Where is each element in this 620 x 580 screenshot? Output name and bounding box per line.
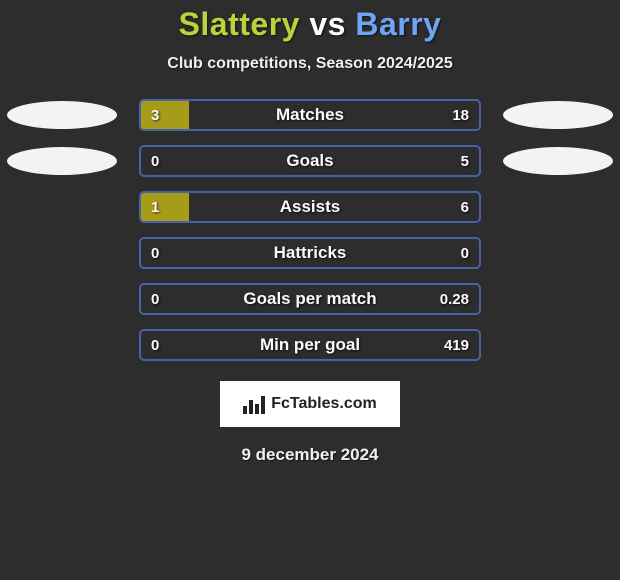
stat-row: 0Goals per match0.28 <box>0 283 620 315</box>
stat-value-right: 0.28 <box>440 285 469 313</box>
team-logo-right <box>503 147 613 175</box>
team-logo-right <box>503 101 613 129</box>
stat-value-right: 6 <box>461 193 469 221</box>
stat-bar: 0Goals per match0.28 <box>139 283 481 315</box>
stats-list: 3Matches180Goals51Assists60Hattricks00Go… <box>0 99 620 361</box>
stat-value-right: 419 <box>444 331 469 359</box>
stat-bar: 0Hattricks0 <box>139 237 481 269</box>
stat-bar: 0Min per goal419 <box>139 329 481 361</box>
stat-bar: 1Assists6 <box>139 191 481 223</box>
stat-row: 0Goals5 <box>0 145 620 177</box>
title-player1: Slattery <box>179 6 300 42</box>
page-title: Slattery vs Barry <box>0 6 620 43</box>
source-badge: FcTables.com <box>220 381 400 427</box>
stat-value-right: 18 <box>452 101 469 129</box>
stat-row: 1Assists6 <box>0 191 620 223</box>
stat-bar: 0Goals5 <box>139 145 481 177</box>
stat-label: Min per goal <box>141 331 479 359</box>
comparison-infographic: Slattery vs Barry Club competitions, Sea… <box>0 0 620 580</box>
stat-label: Goals per match <box>141 285 479 313</box>
subtitle: Club competitions, Season 2024/2025 <box>0 55 620 73</box>
stat-row: 3Matches18 <box>0 99 620 131</box>
stat-bar: 3Matches18 <box>139 99 481 131</box>
stat-label: Goals <box>141 147 479 175</box>
stat-row: 0Hattricks0 <box>0 237 620 269</box>
stat-value-right: 5 <box>461 147 469 175</box>
stat-label: Assists <box>141 193 479 221</box>
stat-row: 0Min per goal419 <box>0 329 620 361</box>
team-logo-left <box>7 147 117 175</box>
title-vs: vs <box>309 6 346 42</box>
team-logo-left <box>7 101 117 129</box>
title-player2: Barry <box>355 6 441 42</box>
source-badge-text: FcTables.com <box>271 395 377 413</box>
chart-icon <box>243 394 265 414</box>
stat-label: Matches <box>141 101 479 129</box>
stat-value-right: 0 <box>461 239 469 267</box>
date: 9 december 2024 <box>0 445 620 465</box>
stat-label: Hattricks <box>141 239 479 267</box>
